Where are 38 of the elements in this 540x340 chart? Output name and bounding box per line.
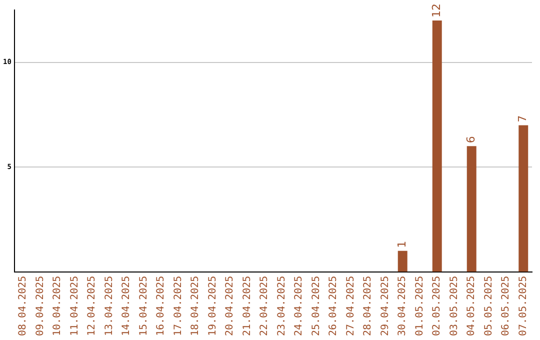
x-tick-label: 29.04.2025 — [380, 276, 391, 336]
x-tick-label: 20.04.2025 — [224, 276, 236, 336]
x-tick-label: 12.04.2025 — [86, 276, 98, 336]
x-tick-label: 17.04.2025 — [172, 276, 184, 336]
x-tick-label: 14.04.2025 — [121, 276, 132, 336]
bar — [398, 250, 408, 272]
x-tick-label: 27.04.2025 — [345, 276, 356, 336]
x-tick-label: 26.04.2025 — [328, 276, 340, 336]
x-tick-label: 25.04.2025 — [310, 276, 322, 336]
x-tick-label: 13.04.2025 — [104, 276, 115, 336]
data-label: 12 — [430, 3, 443, 18]
x-tick-label: 21.04.2025 — [242, 276, 253, 336]
x-tick-label: 30.04.2025 — [397, 276, 408, 336]
x-tick-label: 24.04.2025 — [294, 276, 305, 336]
x-tick-label: 05.05.2025 — [483, 276, 494, 336]
x-tick-label: 09.04.2025 — [34, 276, 46, 336]
data-label: 1 — [395, 240, 408, 248]
x-tick-label: 01.05.2025 — [414, 276, 426, 336]
x-tick-label: 03.05.2025 — [448, 276, 460, 336]
x-tick-label: 10.04.2025 — [52, 276, 64, 336]
x-tick-label: 23.04.2025 — [276, 276, 288, 336]
x-tick-label: 18.04.2025 — [190, 276, 202, 336]
x-tick-label: 28.04.2025 — [362, 276, 374, 336]
data-label: 6 — [464, 136, 478, 144]
x-tick-label: 04.05.2025 — [466, 276, 478, 336]
x-tick-label: 08.04.2025 — [18, 276, 29, 336]
x-tick-label: 06.05.2025 — [500, 276, 512, 336]
x-tick-label: 07.05.2025 — [518, 276, 529, 336]
bar — [518, 125, 528, 272]
bar — [432, 20, 442, 272]
data-label: 7 — [516, 115, 530, 122]
x-tick-label: 15.04.2025 — [138, 276, 150, 336]
x-tick-label: 19.04.2025 — [207, 276, 218, 336]
x-tick-label: 16.04.2025 — [156, 276, 167, 336]
x-tick-label: 22.04.2025 — [259, 276, 270, 336]
x-tick-label: 02.05.2025 — [432, 276, 443, 336]
x-tick-label: 11.04.2025 — [69, 276, 80, 336]
bar — [466, 146, 476, 272]
